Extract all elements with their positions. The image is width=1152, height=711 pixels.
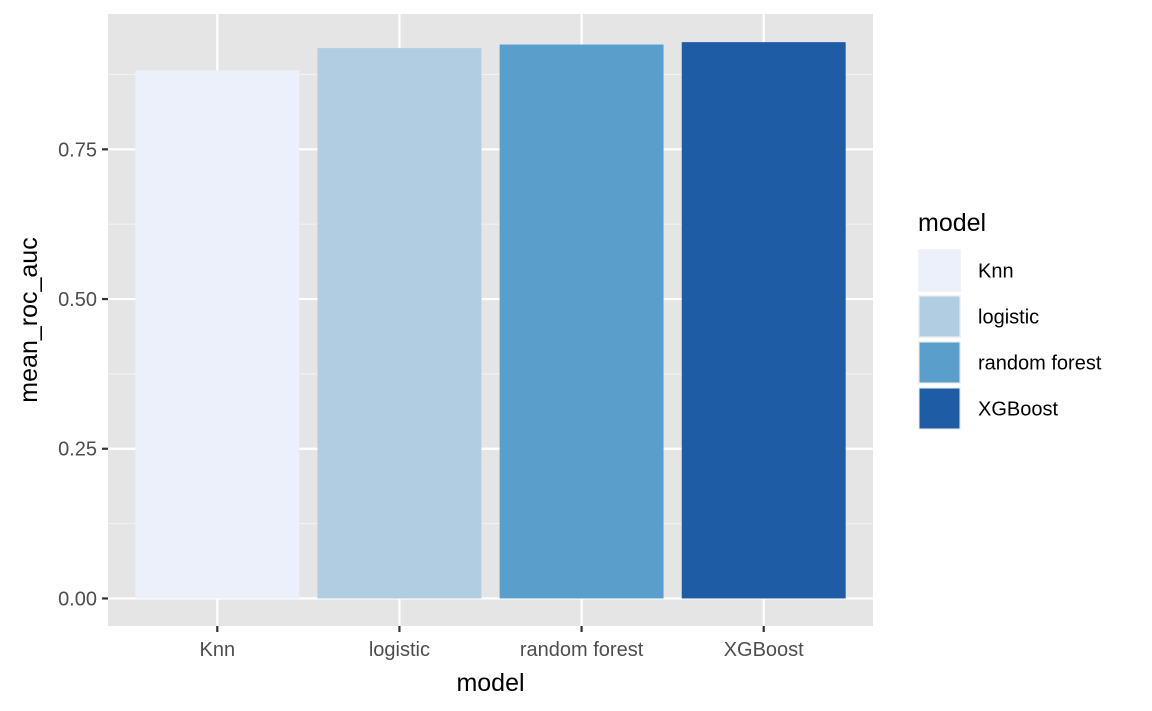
bar-xgboost [681,42,846,599]
legend-label: logistic [978,307,1039,329]
y-tick-label: 0.25 [58,439,97,461]
bar-random-forest [499,44,664,599]
legend-swatch [919,250,960,291]
legend-label: Knn [978,261,1014,283]
legend-title: model [918,209,986,237]
legend-items: Knn logistic random forest XGBoost [918,249,1102,430]
legend-label: random forest [978,353,1102,375]
legend-swatch [919,342,960,383]
x-tick-label: XGBoost [724,639,804,661]
x-axis-title: model [456,669,524,697]
legend: model Knn logistic random forest XGBoost [918,209,1102,430]
y-axis: 0.00 0.25 0.50 0.75 [58,139,108,610]
legend-swatch [919,388,960,429]
x-tick-label: logistic [369,639,430,661]
y-axis-title: mean_roc_auc [15,237,43,402]
y-tick-label: 0.50 [58,289,97,311]
bar-knn [135,70,300,599]
legend-label: XGBoost [978,399,1058,421]
legend-swatch [919,296,960,337]
bar-logistic [317,48,482,599]
y-tick-label: 0.00 [58,588,97,610]
y-tick-label: 0.75 [58,139,97,161]
x-tick-label: random forest [520,639,644,661]
bars [135,42,846,599]
x-tick-label: Knn [199,639,235,661]
x-axis: Knn logistic random forest XGBoost [199,626,804,661]
